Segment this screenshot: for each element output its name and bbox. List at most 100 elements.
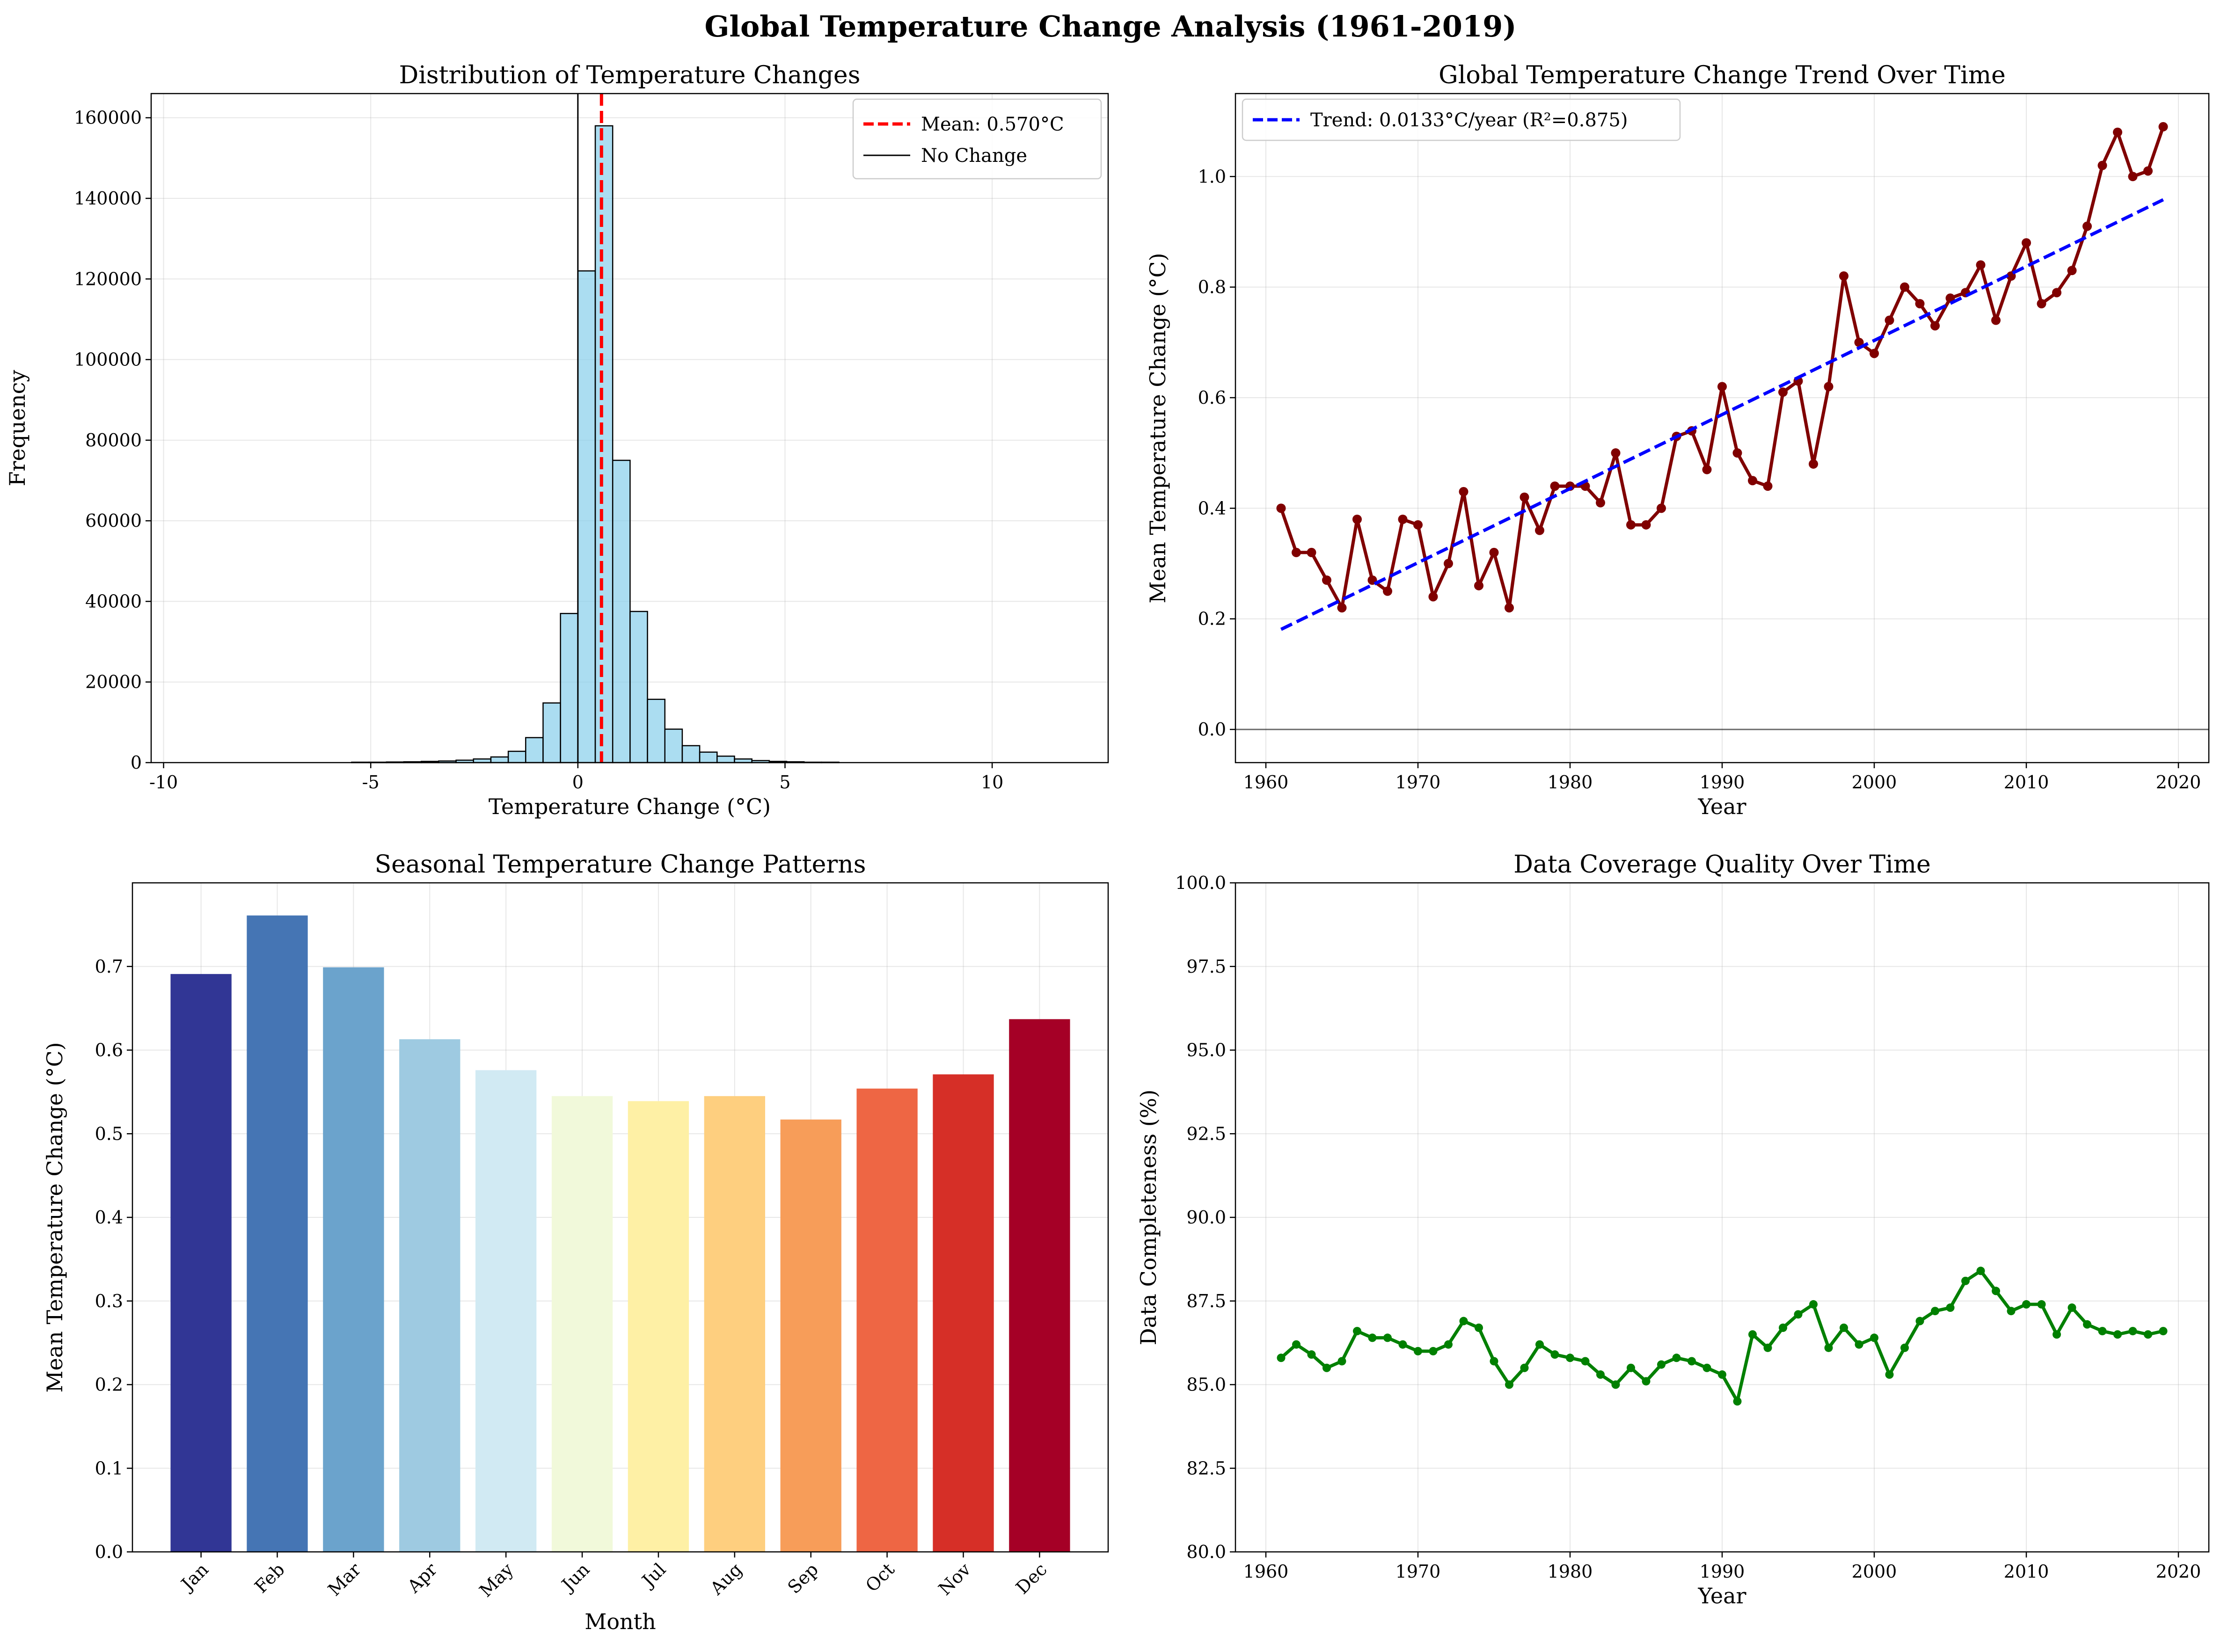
data-point [1474,581,1483,590]
data-point [1428,592,1438,602]
subplot-title: Data Coverage Quality Over Time [1513,851,1931,879]
histogram-bar [594,125,614,764]
x-tick-label: 10 [981,772,1003,793]
data-point [1809,459,1818,469]
y-tick-label: 0.3 [95,1291,123,1311]
subplot-3: 0.0 0.1 0.2 0.3 0.4 0.5 0.6 0.7 Seasonal Tempera… [42,851,1109,1634]
histogram-bar [681,745,701,764]
data-point [1383,1333,1392,1342]
subplot-4: 80.0 82.5 85.0 87.5 90.0 92.5 95.0 97.5 100.0 196… [1136,851,2210,1608]
data-point [1611,1380,1620,1389]
data-point [1854,337,1864,347]
x-tick-label: Aug [706,1559,746,1599]
data-point [1337,1357,1346,1366]
x-tick-label: -10 [149,772,178,793]
data-point [1322,575,1331,585]
data-point [1870,349,1879,358]
x-tick-label: 5 [779,772,790,793]
y-tick-label: 0 [131,752,142,773]
data-point [1307,1350,1316,1359]
data-point [1352,515,1362,524]
x-tick-label: Feb [250,1559,288,1597]
y-tick-label: 1.0 [1198,166,1226,187]
x-tick-label: Apr [403,1559,441,1597]
x-tick-label: 2000 [1852,1561,1897,1582]
x-tick-label: 1990 [1700,772,1745,793]
data-point [1915,299,1925,309]
data-point [1566,1354,1574,1362]
y-tick-label: 0.2 [1198,609,1226,629]
x-axis-label: Month [584,1609,656,1634]
x-axis-label: Year [1697,1583,1746,1608]
y-tick-label: 0.6 [1198,387,1226,408]
data-point [2037,1300,2046,1309]
y-tick-label: 0.8 [1198,277,1226,298]
bar-may [475,1070,537,1552]
y-tick-label: 90.0 [1186,1207,1226,1228]
data-point [2022,1300,2031,1309]
data-point [2159,1327,2168,1336]
y-tick-label: 100.0 [1175,873,1226,893]
data-point [1900,1343,1909,1352]
x-tick-label: Jan [176,1559,212,1595]
y-tick-label: 97.5 [1186,956,1226,977]
data-point [1717,382,1727,392]
data-point [1383,586,1392,596]
data-point [1550,1350,1559,1359]
y-tick-label: 85.0 [1186,1375,1226,1395]
y-tick-label: 0.1 [95,1458,123,1478]
data-point [1520,492,1529,502]
legend: Trend: 0.0133°C/year (R²=0.875) [1242,98,1681,141]
y-tick-label: 40000 [85,591,142,611]
bar-jun [551,1096,613,1552]
data-point [2083,1320,2091,1329]
data-point [1900,282,1909,292]
x-tick-label: Nov [935,1559,975,1599]
legend-zero-label: No Change [921,145,1027,167]
subplot-title: Seasonal Temperature Change Patterns [375,851,866,879]
data-point [2068,1303,2076,1312]
x-tick-label: Jun [556,1559,593,1596]
data-point [1520,1363,1529,1372]
data-point [1809,1300,1818,1309]
data-point [1840,1323,1848,1332]
data-point [1657,1360,1666,1369]
axes-frame [1235,93,2210,764]
axes-frame [132,882,1109,1553]
legend-mean-label: Mean: 0.570°C [921,114,1064,135]
y-axis-label: Data Completeness (%) [1136,1090,1161,1346]
y-tick-label: 0.2 [95,1375,123,1395]
data-point [1277,1354,1286,1362]
y-tick-label: 140000 [74,188,142,209]
data-point [2113,127,2122,137]
data-point [1505,603,1514,613]
bar-oct [856,1088,918,1552]
data-point [1596,1370,1605,1379]
data-point [1930,321,1940,331]
data-point [1414,1347,1422,1355]
data-point [2053,1330,2061,1339]
histogram-bar [699,751,718,764]
bar-jul [628,1101,689,1552]
axes-frame [1235,882,2210,1553]
data-point [1779,1323,1787,1332]
x-tick-label: 2010 [2004,772,2049,793]
histogram-bar [629,611,648,764]
y-tick-label: 82.5 [1186,1458,1226,1478]
data-point [1429,1347,1438,1355]
data-point [1870,1333,1878,1342]
x-axis-label: Temperature Change (°C) [489,794,771,819]
data-point [1748,1330,1757,1339]
data-point [2037,299,2046,309]
y-tick-label: 0.4 [1198,498,1226,518]
data-point [1976,1266,1985,1275]
histogram-bar [612,459,631,764]
data-point [1641,520,1651,530]
data-point [2158,122,2168,131]
subplot-1: 0 20000 40000 60000 80000 100000 120000 140000 1… [5,61,1109,819]
data-point [1459,1317,1468,1325]
x-tick-label: 1970 [1395,1561,1441,1582]
data-point [1992,1287,2000,1295]
x-tick-label: 1960 [1243,1561,1289,1582]
